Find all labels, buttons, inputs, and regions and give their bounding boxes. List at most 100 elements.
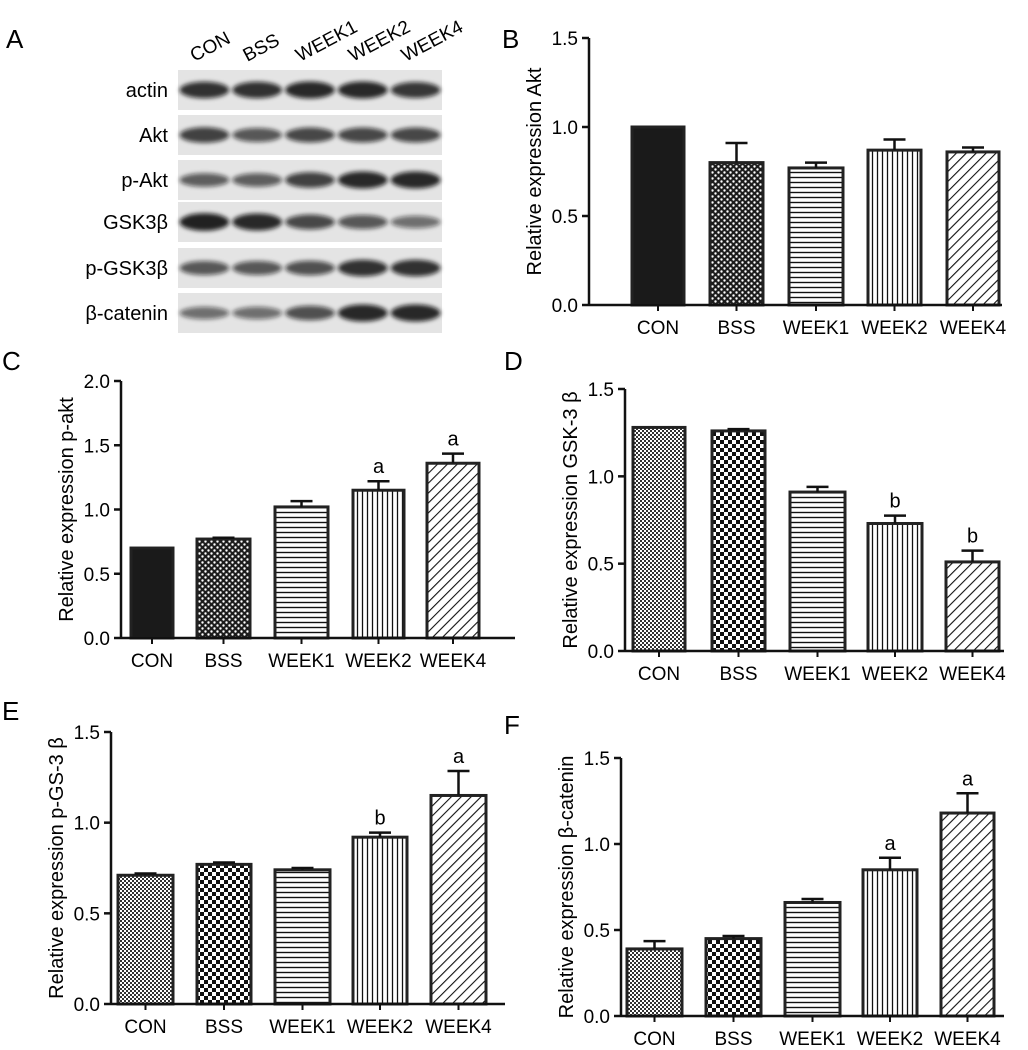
y-tick-label: 0.0 [588, 642, 614, 663]
blot-band [390, 127, 441, 143]
panel-letter: F [504, 710, 520, 740]
panel-letter: B [502, 24, 519, 54]
y-tick-label: 0.5 [74, 904, 100, 925]
x-tick-label: WEEK4 [940, 318, 1007, 339]
blot-band [232, 213, 283, 231]
blot-band [179, 213, 230, 231]
blot-band [232, 128, 283, 142]
significance-marker: b [374, 808, 385, 830]
panel-letter: D [504, 346, 523, 376]
blot-row: β-catenin [85, 293, 442, 333]
y-axis-title: Relative expression p-GS-3 β [46, 737, 68, 999]
blot-protein-label: Akt [139, 125, 168, 147]
blot-protein-label: β-catenin [85, 303, 168, 325]
x-tick-label: WEEK4 [939, 664, 1006, 685]
blot-band [179, 173, 230, 187]
x-tick-label: WEEK1 [784, 664, 851, 685]
x-tick-label: WEEK1 [779, 1029, 846, 1050]
x-tick-label: WEEK2 [862, 664, 929, 685]
y-tick-label: 1.0 [84, 501, 110, 522]
y-tick-label: 1.0 [74, 814, 100, 835]
blot-band [390, 304, 441, 322]
y-tick-label: 1.5 [552, 29, 578, 50]
bar-chart-d: Db b 0.0 0.5 1.0 1.5 CON BSS WEEK1 WEEK2 WEEK4 Rela… [504, 346, 1006, 685]
bar [787, 166, 845, 307]
bar [625, 947, 684, 1018]
x-tick-label: WEEK2 [345, 651, 412, 672]
blot-band [337, 171, 388, 189]
blot-lane-label: WEEK4 [398, 16, 467, 66]
y-axis-title: Relative expression GSK-3 β [560, 391, 582, 648]
bar-chart-e: Eb a 0.0 0.5 1.0 1.5 CON BSS WEEK1 WEEK2 WEEK4 Rela… [2, 696, 505, 1038]
x-tick-label: WEEK2 [347, 1017, 414, 1038]
blot-row: actin [126, 70, 442, 110]
x-tick-label: CON [124, 1017, 166, 1038]
y-tick-label: 1.5 [84, 436, 110, 457]
x-tick-label: WEEK4 [420, 651, 487, 672]
x-tick-label: WEEK4 [934, 1029, 1001, 1050]
blot-band [285, 81, 335, 99]
bar [710, 429, 767, 653]
blot-protein-label: actin [126, 80, 168, 102]
bar [866, 521, 924, 653]
bar [116, 873, 175, 1006]
bar [708, 161, 765, 307]
blot-row: p-Akt [121, 160, 442, 200]
blot-band [285, 214, 335, 230]
y-axis-title: Relative expression Akt [524, 67, 546, 275]
blot-rows: actin Akt p-Akt GSK3β p-GSK3β β-catenin [85, 70, 442, 333]
y-tick-label: 0.0 [584, 1007, 610, 1028]
y-tick-label: 0.5 [552, 207, 578, 228]
x-tick-label: WEEK2 [861, 318, 928, 339]
x-tick-label: CON [637, 318, 679, 339]
significance-marker: a [373, 456, 385, 478]
blot-band [337, 259, 388, 277]
y-tick-label: 0.0 [552, 296, 578, 317]
x-tick-label: WEEK1 [268, 651, 335, 672]
bar [630, 125, 686, 307]
bar [861, 868, 919, 1018]
blot-band [390, 171, 441, 189]
blot-band [285, 172, 335, 188]
y-tick-label: 1.5 [588, 380, 614, 401]
bar-chart-panels: B 0.0 0.5 1.0 1.5 CON BSS WEEK1 WEEK2 WEEK4 Relati… [2, 24, 1007, 1050]
panel-letter-a: A [6, 24, 24, 54]
bar [939, 811, 996, 1018]
blot-band [232, 261, 283, 275]
x-tick-label: BSS [719, 664, 757, 685]
x-tick-label: WEEK1 [783, 318, 850, 339]
blot-band [337, 81, 388, 99]
blot-band [179, 81, 230, 99]
y-tick-label: 1.0 [584, 835, 610, 856]
bar [783, 900, 842, 1018]
blot-row: p-GSK3β [85, 248, 442, 288]
x-tick-label: CON [131, 651, 173, 672]
blot-band [337, 215, 388, 229]
bar [425, 461, 481, 640]
bar [195, 862, 253, 1006]
significance-marker: b [967, 526, 978, 548]
bar [944, 560, 1001, 653]
blot-band [285, 260, 335, 276]
blot-band [337, 127, 388, 143]
y-tick-label: 1.0 [552, 118, 578, 139]
panel-letter: C [2, 346, 21, 376]
bar [866, 148, 923, 307]
blot-row: Akt [139, 115, 442, 155]
panel-letter: E [2, 696, 19, 726]
y-tick-label: 0.5 [584, 921, 610, 942]
y-tick-label: 1.5 [74, 723, 100, 744]
bar-chart-c: Ca a 0.0 0.5 1.0 1.5 2.0 CON BSS WEEK1 WEEK2 WEEK4 R… [2, 346, 515, 672]
x-tick-label: BSS [204, 651, 242, 672]
bar [351, 488, 406, 640]
bar [195, 537, 252, 640]
blot-protein-label: p-GSK3β [85, 258, 168, 280]
x-tick-label: BSS [205, 1017, 243, 1038]
bar [631, 425, 687, 653]
y-tick-label: 1.0 [588, 467, 614, 488]
blot-lane-label: BSS [240, 30, 283, 66]
y-axis-title: Relative expression β-catenin [556, 756, 578, 1019]
blot-band [285, 127, 335, 143]
blot-protein-label: GSK3β [103, 212, 168, 234]
